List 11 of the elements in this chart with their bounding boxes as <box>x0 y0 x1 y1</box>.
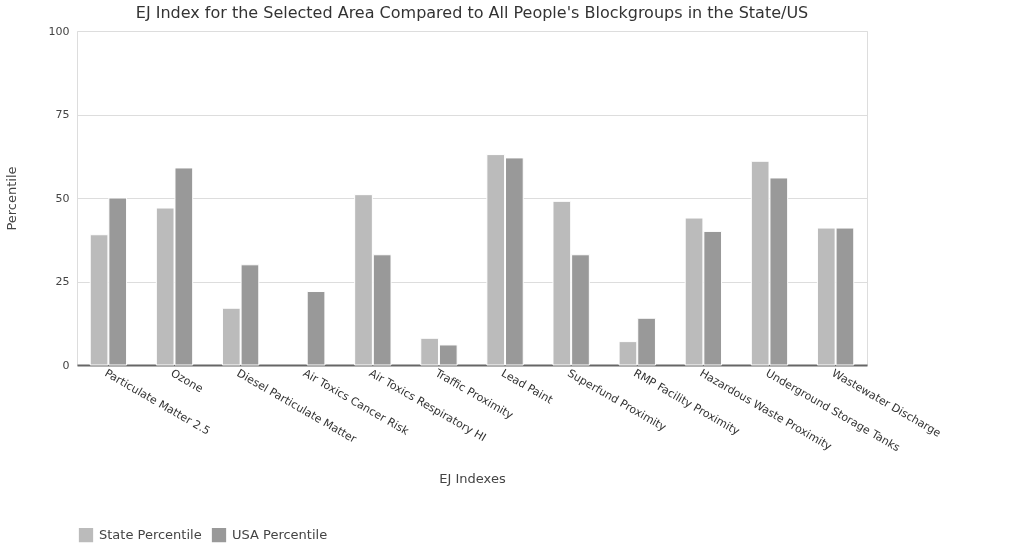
chart-title: EJ Index for the Selected Area Compared to All People's Blockgroups in the State/US <box>135 3 809 22</box>
y-tick-label: 50 <box>55 191 70 205</box>
x-axis-title: EJ Indexes <box>439 471 506 487</box>
legend-label: State Percentile <box>99 527 202 543</box>
y-axis-title: Percentile <box>3 166 19 231</box>
y-tick-label: 100 <box>48 24 70 38</box>
y-tick-label: 25 <box>55 275 70 288</box>
y-tick-label: 0 <box>62 358 70 372</box>
bar <box>306 291 326 366</box>
legend-label: USA Percentile <box>232 527 328 543</box>
y-tick-label: 75 <box>55 108 70 121</box>
